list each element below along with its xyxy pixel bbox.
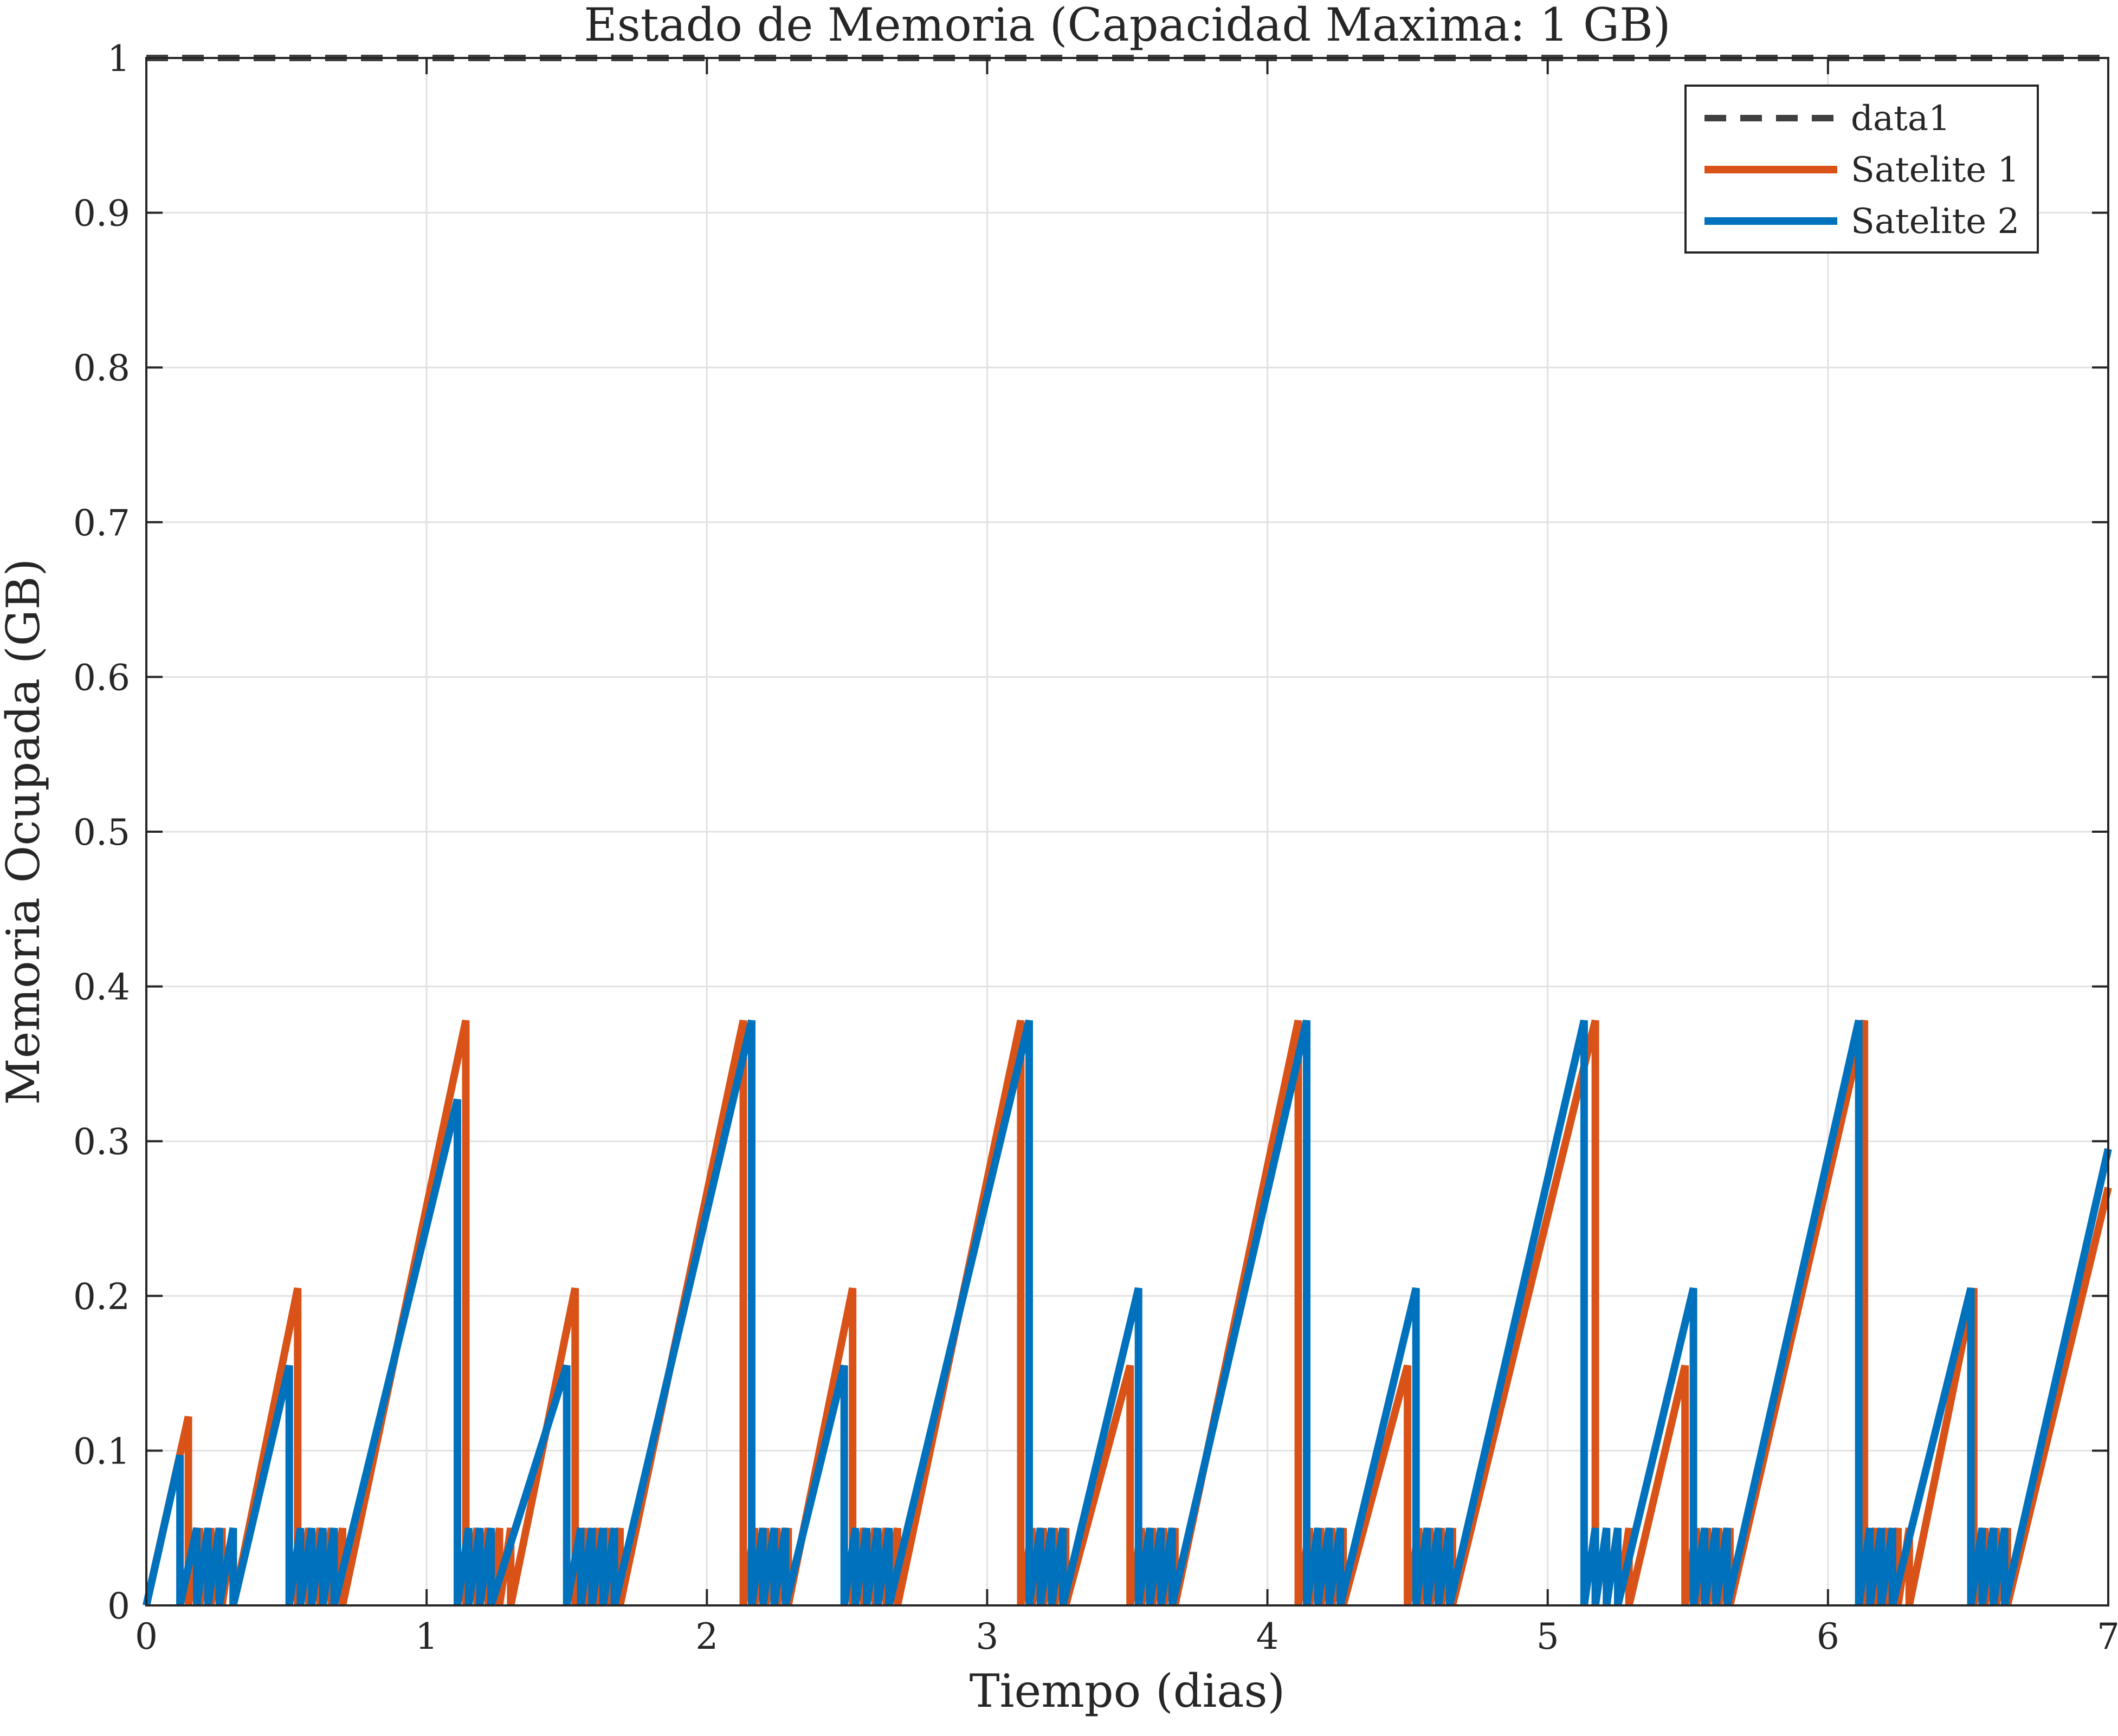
x-tick-label: 6: [1817, 1616, 1839, 1657]
legend-label-0: data1: [1851, 99, 1951, 139]
y-tick-label: 0.9: [73, 193, 130, 235]
y-tick-label: 0.8: [73, 347, 130, 389]
y-tick-label: 0.1: [73, 1430, 130, 1472]
x-tick-label: 7: [2097, 1616, 2118, 1657]
y-tick-label: 1: [107, 38, 130, 80]
x-tick-label: 0: [135, 1616, 158, 1657]
x-tick-label: 4: [1256, 1616, 1279, 1657]
y-tick-label: 0.2: [73, 1276, 130, 1318]
x-tick-label: 5: [1536, 1616, 1559, 1657]
series-line-1: [143, 1019, 2112, 1607]
y-axis-label: Memoria Ocupada (GB): [0, 559, 50, 1105]
x-tick-label: 3: [976, 1616, 998, 1657]
legend-label-2: Satelite 2: [1851, 202, 2019, 242]
x-tick-label: 1: [415, 1616, 438, 1657]
y-tick-label: 0.4: [73, 967, 130, 1008]
chart-title: Estado de Memoria (Capacidad Maxima: 1 G…: [584, 0, 1670, 51]
x-axis-label: Tiempo (dias): [970, 1664, 1286, 1718]
y-tick-label: 0.6: [73, 657, 130, 698]
legend: data1 Satelite 1 Satelite 2: [1684, 85, 2039, 254]
y-tick-label: 0.3: [73, 1121, 130, 1163]
series-line-2: [143, 1019, 2112, 1607]
y-tick-label: 0.7: [73, 502, 130, 544]
y-tick-label: 0.5: [73, 812, 130, 853]
axis-ticks: 0 1 2 3 4 5 6 7 0 0.1 0.2 0.3 0.4 0.5 0.6 0.7 0.8 0.9 1: [73, 38, 2118, 1657]
y-tick-label: 0: [107, 1585, 130, 1627]
x-tick-label: 2: [695, 1616, 718, 1657]
legend-label-1: Satelite 1: [1851, 150, 2019, 190]
grid: [145, 57, 2109, 1607]
